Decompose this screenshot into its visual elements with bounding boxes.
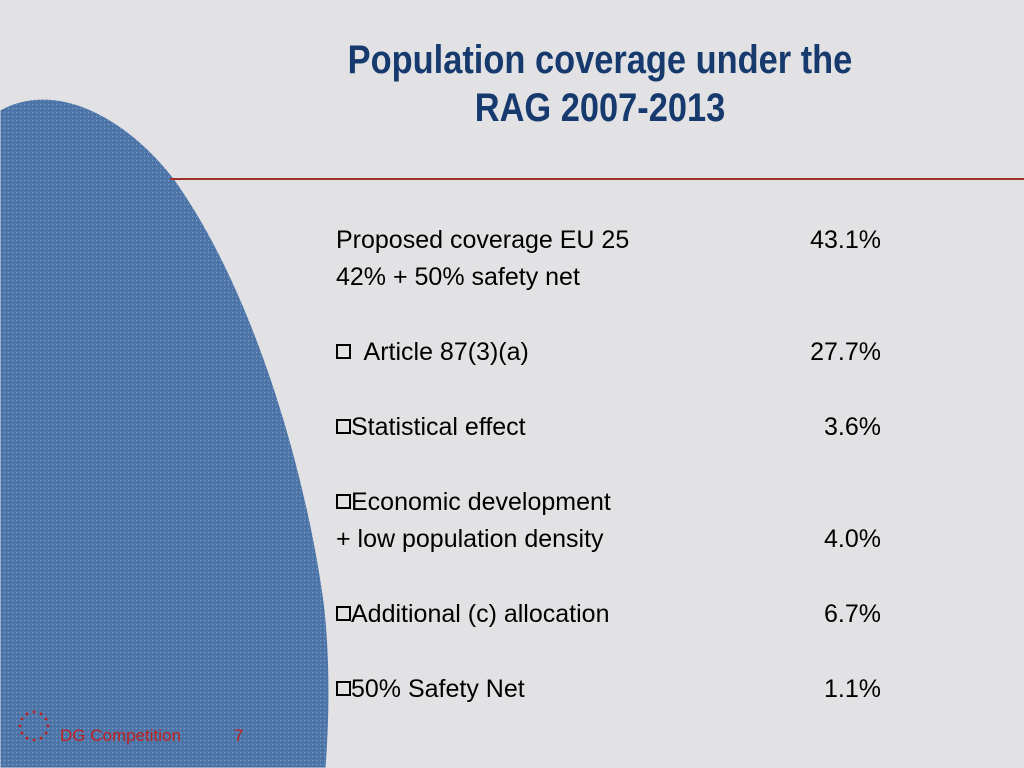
hollow-square-bullet-icon	[336, 681, 351, 696]
item-label-wrap: 50% Safety Net	[336, 671, 525, 707]
hollow-square-bullet-icon	[336, 494, 351, 509]
item-value: 4.0%	[824, 525, 881, 553]
item-label: Additional (c) allocation	[351, 600, 610, 628]
eu-stars-circle-icon	[18, 710, 50, 742]
item-label: Proposed coverage EU 25	[336, 226, 630, 254]
list-item: 42% + 50% safety net	[336, 259, 881, 295]
item-value: 27.7%	[810, 338, 881, 366]
list-item: Article 87(3)(a) 27.7%	[336, 334, 881, 370]
item-value: 6.7%	[824, 600, 881, 628]
item-label-wrap: Article 87(3)(a)	[336, 334, 529, 370]
item-label: Article 87(3)(a)	[363, 338, 529, 366]
hollow-square-bullet-icon	[336, 419, 351, 434]
item-label-wrap: Additional (c) allocation	[336, 596, 609, 632]
item-label: + low population density	[336, 525, 604, 553]
item-label-wrap: Economic development	[336, 484, 611, 520]
list-item: + low population density 4.0%	[336, 521, 881, 557]
list-item: Statistical effect 3.6%	[336, 409, 881, 445]
hollow-square-bullet-icon	[336, 344, 351, 359]
item-label: 50% Safety Net	[351, 675, 525, 703]
title-divider	[170, 178, 1024, 180]
slide-title: Population coverage under the RAG 2007-2…	[342, 36, 858, 132]
item-value: 43.1%	[810, 226, 881, 254]
footer-dg-label: DG Competition	[60, 726, 181, 745]
item-label: Statistical effect	[351, 413, 526, 441]
list-item: Proposed coverage EU 25 43.1%	[336, 222, 881, 258]
item-label: 42% + 50% safety net	[336, 263, 580, 291]
hollow-square-bullet-icon	[336, 606, 351, 621]
item-value: 1.1%	[824, 675, 881, 703]
list-item: Additional (c) allocation 6.7%	[336, 596, 881, 632]
title-line-2: RAG 2007-2013	[474, 86, 726, 130]
list-item: 50% Safety Net 1.1%	[336, 671, 881, 707]
item-label-wrap: Statistical effect	[336, 409, 526, 445]
page-number: 7	[234, 726, 244, 745]
list-item: Economic development	[336, 484, 881, 520]
item-value: 3.6%	[824, 413, 881, 441]
title-line-1: Population coverage under the	[347, 38, 853, 82]
item-label: Economic development	[351, 488, 611, 516]
